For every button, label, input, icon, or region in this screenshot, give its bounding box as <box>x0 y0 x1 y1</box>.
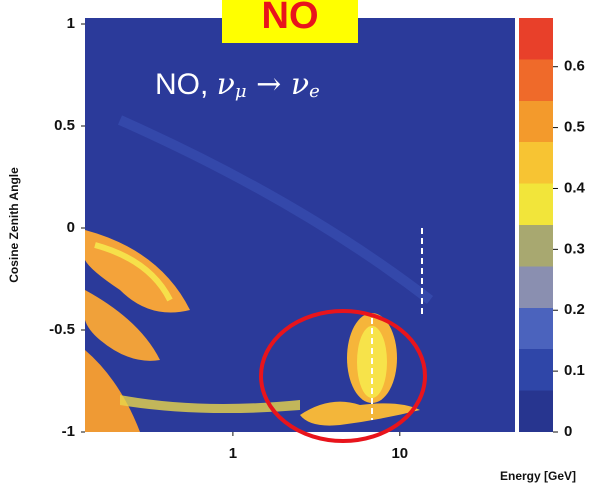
heatmap <box>85 18 515 432</box>
x-tick-label: 1 <box>229 445 237 462</box>
annotation-part: ν <box>217 67 235 102</box>
heatmap-region <box>120 395 300 414</box>
heatmap-background <box>85 18 515 432</box>
heatmap-region <box>300 401 420 426</box>
annotation: NO, νμ → νe <box>155 67 320 102</box>
badge-box <box>222 0 358 43</box>
y-tick-label: -0.5 <box>49 321 75 338</box>
colorbar-tick-label: 0.4 <box>564 179 586 196</box>
colorbar-tick-label: 0.3 <box>564 240 585 257</box>
colorbar-tick-label: 0.5 <box>564 119 585 136</box>
x-tick-label: 10 <box>391 445 408 462</box>
y-axis-label: Cosine Zenith Angle <box>7 167 21 283</box>
annotation-part: → <box>247 67 291 102</box>
x-axis-label: Energy [GeV] <box>500 469 576 483</box>
annotation-part: NO, <box>155 68 217 101</box>
heatmap-region <box>85 290 160 361</box>
badge: NO <box>262 0 319 37</box>
heatmap-region <box>85 350 140 432</box>
colorbar-tick-label: 0.1 <box>564 362 585 379</box>
heatmap-region <box>94 242 173 302</box>
highlight-circle <box>259 309 427 443</box>
heatmap-band <box>117 115 434 304</box>
colorbar <box>518 18 553 432</box>
colorbar-tick-label: 0 <box>564 423 572 440</box>
annotation-part: e <box>309 81 320 102</box>
y-tick-label: -1 <box>62 423 75 440</box>
y-tick-label: 0 <box>67 219 75 236</box>
annotation-part: ν <box>291 67 309 102</box>
annotation-part: μ <box>235 81 247 102</box>
y-tick-label: 1 <box>67 15 75 32</box>
colorbar-tick-label: 0.2 <box>564 301 585 318</box>
colorbar-tick-label: 0.6 <box>564 58 585 75</box>
y-tick-label: 0.5 <box>54 117 75 134</box>
